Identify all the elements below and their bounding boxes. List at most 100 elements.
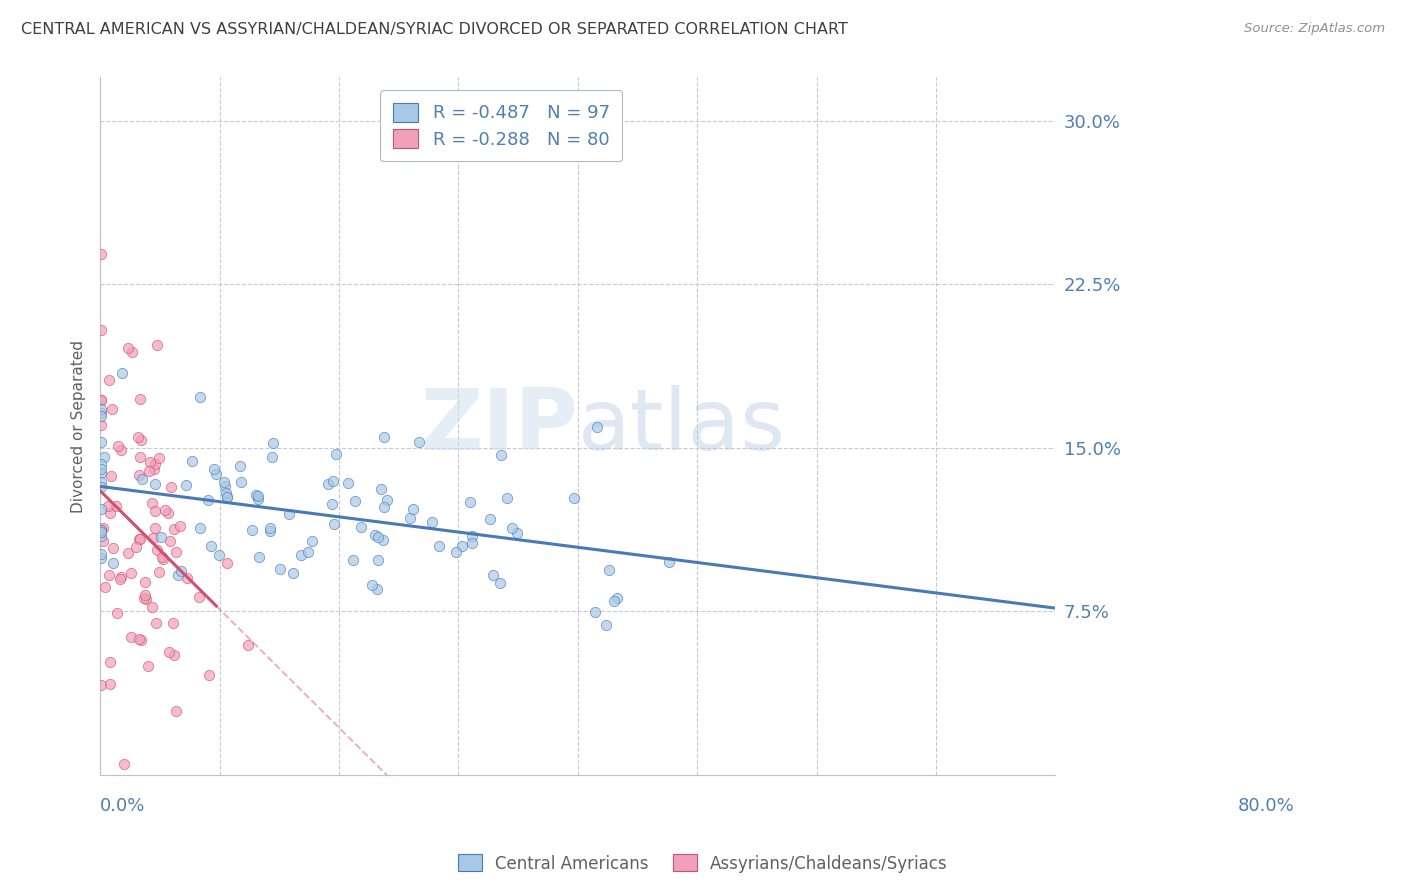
Point [120, 630, 142, 644]
Point [174, 478, 197, 492]
Point [146, 337, 169, 351]
Point [90, 461, 112, 475]
Point [152, 552, 174, 566]
Point [277, 507, 299, 521]
Point [367, 553, 389, 567]
Point [98, 656, 121, 670]
Point [143, 504, 166, 518]
Point [281, 566, 304, 580]
Point [153, 503, 176, 517]
Point [120, 566, 142, 580]
Point [134, 588, 156, 602]
Point [90, 457, 112, 471]
Point [90, 475, 112, 489]
Point [165, 704, 187, 718]
Point [110, 570, 132, 584]
Point [148, 451, 170, 466]
Point [188, 521, 211, 535]
Point [342, 553, 364, 567]
Point [91, 520, 114, 534]
Point [373, 533, 395, 547]
Point [128, 467, 150, 482]
Point [215, 486, 238, 500]
Point [301, 534, 323, 549]
Point [128, 532, 150, 546]
Point [90, 502, 112, 516]
Point [94, 580, 117, 594]
Point [290, 548, 312, 562]
Text: ZIP: ZIP [420, 384, 578, 467]
Point [427, 539, 450, 553]
Point [402, 501, 425, 516]
Point [110, 443, 132, 458]
Point [188, 390, 211, 404]
Point [169, 518, 191, 533]
Point [595, 618, 617, 632]
Point [364, 528, 387, 542]
Point [245, 488, 267, 502]
Point [128, 632, 150, 646]
Point [246, 491, 269, 506]
Point [90, 406, 112, 420]
Point [214, 479, 236, 493]
Point [202, 462, 225, 476]
Point [142, 531, 165, 545]
Point [197, 492, 219, 507]
Point [157, 645, 180, 659]
Point [373, 430, 395, 444]
Point [141, 496, 163, 510]
Point [325, 447, 347, 461]
Point [450, 539, 472, 553]
Point [143, 477, 166, 491]
Point [143, 521, 166, 535]
Point [370, 483, 392, 497]
Point [159, 480, 181, 494]
Point [135, 591, 157, 606]
Point [150, 549, 173, 564]
Point [117, 341, 139, 355]
Point [598, 563, 620, 577]
Point [247, 549, 270, 564]
Point [97, 499, 120, 513]
Point [90, 401, 112, 416]
Point [229, 459, 252, 474]
Point [131, 472, 153, 486]
Point [444, 545, 467, 559]
Text: 0.0%: 0.0% [100, 797, 145, 815]
Point [461, 536, 484, 550]
Point [148, 565, 170, 579]
Point [143, 457, 166, 471]
Point [231, 475, 253, 490]
Point [491, 448, 513, 462]
Point [145, 616, 167, 631]
Point [117, 546, 139, 560]
Point [236, 638, 259, 652]
Point [90, 524, 112, 538]
Point [180, 454, 202, 468]
Point [495, 491, 517, 506]
Point [586, 420, 609, 434]
Point [176, 571, 198, 585]
Point [373, 500, 395, 515]
Point [129, 392, 152, 407]
Point [197, 668, 219, 682]
Point [350, 520, 373, 534]
Point [159, 534, 181, 549]
Point [90, 435, 112, 450]
Point [458, 494, 481, 508]
Point [100, 468, 122, 483]
Point [205, 467, 228, 481]
Point [129, 532, 152, 546]
Point [562, 491, 585, 506]
Point [143, 462, 166, 476]
Point [90, 409, 112, 423]
Point [166, 567, 188, 582]
Point [322, 474, 344, 488]
Point [112, 756, 135, 771]
Point [188, 590, 211, 604]
Point [98, 567, 121, 582]
Point [603, 594, 626, 608]
Point [129, 450, 152, 464]
Point [90, 466, 112, 480]
Point [134, 574, 156, 589]
